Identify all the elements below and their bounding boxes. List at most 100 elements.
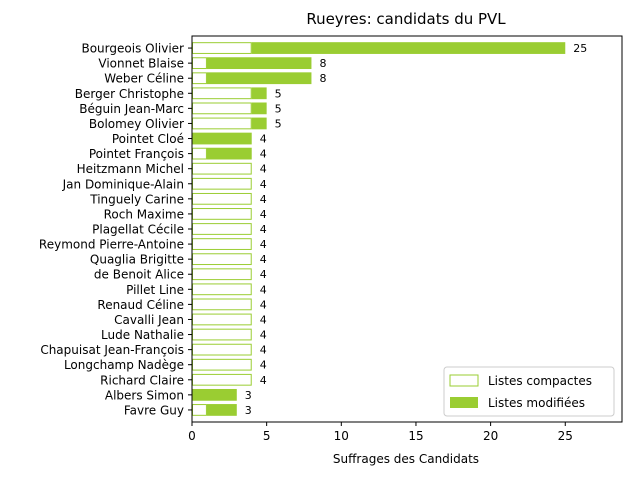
data-label-total: 4 [260,178,267,191]
category-label: Béguin Jean-Marc [79,102,184,116]
data-label-total: 4 [260,359,267,372]
data-label-total: 4 [260,163,267,176]
bar-compactes-4 [192,102,252,115]
data-label-total: 4 [260,148,267,161]
bar-compactes-3 [192,87,252,100]
legend-swatch-compactes [449,374,479,387]
x-axis-label: Suffrages des Candidats [333,452,479,466]
bar-modifiees-7 [206,147,252,160]
legend-label-compactes: Listes compactes [488,374,592,388]
bar-compactes-0 [192,42,252,54]
data-label-total: 4 [260,298,267,311]
category-label: Vionnet Blaise [98,57,184,71]
data-label-total: 5 [275,102,282,115]
data-label-total: 8 [319,72,326,85]
x-tick-label: 15 [408,429,423,443]
chart-title: Rueyres: candidats du PVL [306,10,506,28]
data-label-total: 4 [260,193,267,206]
data-label-total: 4 [260,283,267,296]
bar-compactes-7 [192,147,207,160]
category-label: Favre Guy [124,403,184,417]
category-label: Weber Céline [104,72,184,86]
bar-compactes-24 [192,404,207,416]
legend-box [443,366,615,417]
bar-compactes-10 [192,192,252,205]
bar-compactes-14 [192,253,252,266]
data-label-total: 5 [275,87,282,100]
category-label: Plagellat Cécile [92,223,184,237]
category-label: Renaud Céline [97,298,184,312]
bars-group [192,42,566,416]
category-label: Albers Simon [105,388,184,402]
x-tick-label: 5 [263,429,271,443]
bar-modifiees-3 [251,87,267,100]
bar-compactes-18 [192,313,252,326]
data-label-total: 4 [260,268,267,281]
category-label: Longchamp Nadège [64,358,184,372]
data-label-total: 4 [260,313,267,326]
data-label-total: 4 [260,208,267,221]
category-label: Lude Nathalie [101,328,184,342]
bar-compactes-15 [192,268,252,281]
bar-compactes-9 [192,177,252,190]
category-label: Richard Claire [100,373,184,387]
data-label-total: 8 [319,57,326,70]
data-label-total: 4 [260,374,267,387]
category-label: Reymond Pierre-Antoine [39,238,184,252]
bar-modifiees-2 [206,72,312,85]
category-label: de Benoit Alice [94,268,184,282]
category-label: Tinguely Carine [89,192,184,206]
legend: Listes compactes Listes modifiées [443,366,615,417]
bar-compactes-8 [192,162,252,175]
x-tick-label: 20 [483,429,498,443]
category-label: Pointet François [89,147,184,161]
bar-compactes-5 [192,117,252,130]
bar-compactes-22 [192,373,252,386]
x-tick-label: 25 [558,429,573,443]
data-label-total: 4 [260,344,267,357]
category-label: Berger Christophe [75,87,184,101]
category-label: Roch Maxime [104,207,184,221]
legend-label-modifiees: Listes modifiées [488,396,585,410]
x-tick-label: 0 [188,429,196,443]
x-tick-label: 10 [334,429,349,443]
category-label: Jan Dominique-Alain [62,177,184,191]
category-label: Cavalli Jean [114,313,184,327]
bar-modifiees-4 [251,102,267,115]
plot-frame [191,35,623,423]
category-label: Pointet Cloé [112,132,184,146]
bar-compactes-11 [192,208,252,220]
data-label-total: 4 [260,253,267,266]
data-label-total: 3 [245,389,252,402]
bar-modifiees-1 [206,57,312,70]
data-label-total: 3 [245,404,252,417]
bar-compactes-19 [192,328,252,341]
data-label-total: 5 [275,117,282,130]
bar-modifiees-24 [206,404,237,416]
category-label: Pillet Line [126,283,184,297]
bar-modifiees-0 [251,42,566,54]
category-label: Bourgeois Olivier [81,42,184,56]
data-label-total: 4 [260,133,267,146]
bar-modifiees-5 [251,117,267,130]
legend-swatch-modifiees [450,397,478,408]
bar-modifiees-6 [192,132,252,145]
data-label-total: 25 [573,42,587,55]
bar-compactes-16 [192,283,252,296]
bar-compactes-21 [192,358,252,371]
category-label: Chapuisat Jean-François [40,343,184,357]
bar-compactes-20 [192,343,252,356]
category-label: Heitzmann Michel [77,162,184,176]
bar-compactes-1 [192,57,207,70]
data-label-total: 4 [260,238,267,251]
category-label: Bolomey Olivier [89,117,184,131]
bar-modifiees-23 [192,388,237,401]
bar-compactes-17 [192,298,252,311]
bar-compactes-13 [192,238,252,250]
category-label: Quaglia Brigitte [90,253,184,267]
data-label-total: 4 [260,223,267,236]
x-ticks: 0 5 10 15 20 25 [188,422,573,443]
data-label-total: 4 [260,329,267,342]
